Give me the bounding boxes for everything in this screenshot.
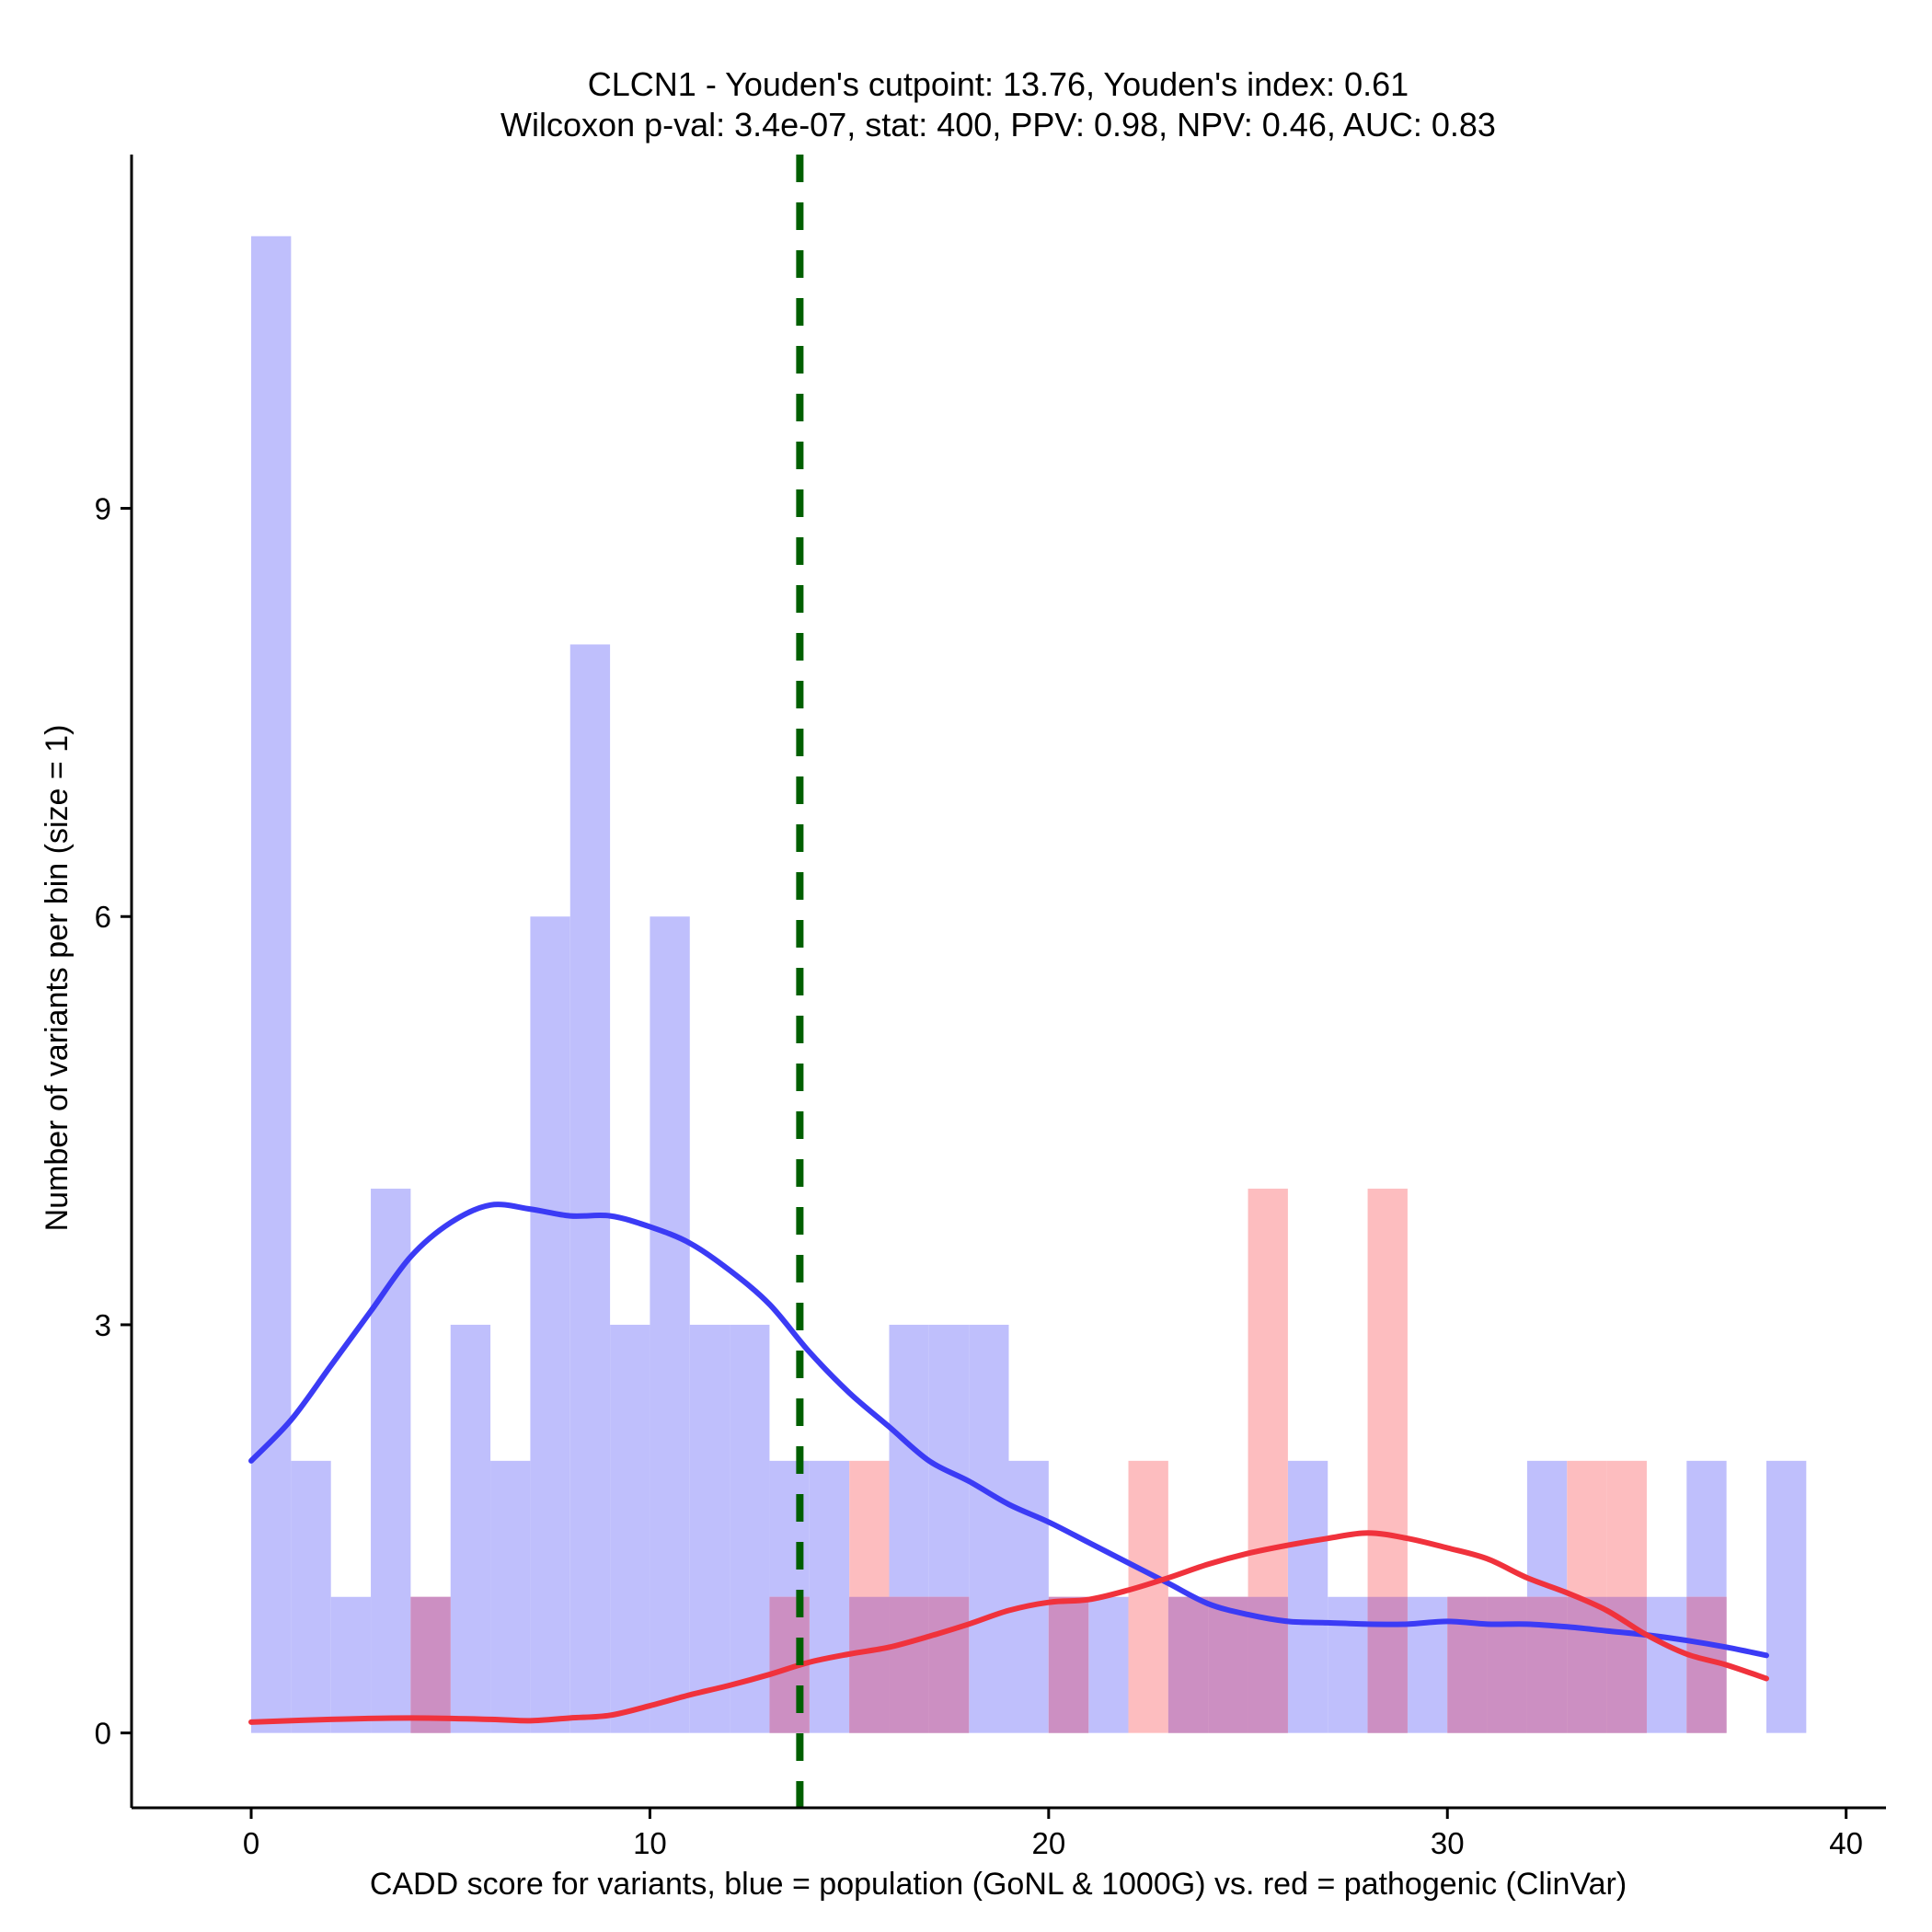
population-bar — [730, 1324, 770, 1733]
x-axis-ticks: 0 10 20 30 40 — [243, 1808, 1863, 1860]
overlap-bars — [410, 1596, 1727, 1733]
x-tick-label: 10 — [633, 1826, 667, 1860]
population-bar — [490, 1460, 531, 1733]
overlap-bar — [1487, 1596, 1527, 1733]
x-tick-label: 20 — [1031, 1826, 1065, 1860]
x-tick-label: 30 — [1431, 1826, 1465, 1860]
population-bar — [610, 1324, 650, 1733]
density-curves — [248, 1202, 1769, 1725]
x-tick-label: 40 — [1829, 1826, 1863, 1860]
axes: 0 10 20 30 40 0 3 6 9 — [95, 155, 1886, 1860]
overlap-bar — [849, 1596, 890, 1733]
pathogenic-density-line — [248, 1530, 1769, 1725]
population-bar — [1407, 1596, 1448, 1733]
population-bar — [251, 236, 292, 1733]
y-tick-label: 6 — [95, 900, 111, 934]
overlap-bar — [889, 1596, 929, 1733]
overlap-bar — [1567, 1596, 1607, 1733]
population-bar — [330, 1596, 372, 1733]
population-bar — [530, 916, 570, 1733]
overlap-bar — [1208, 1596, 1248, 1733]
population-bar — [371, 1189, 411, 1733]
population-bar — [1287, 1460, 1328, 1733]
y-axis-title: Number of variants per bin (size = 1) — [40, 725, 75, 1232]
overlap-bar — [1167, 1596, 1209, 1733]
chart-title-line-2: Wilcoxon p-val: 3.4e-07, stat: 400, PPV:… — [500, 106, 1496, 144]
overlap-bar — [1606, 1596, 1647, 1733]
population-bar — [1646, 1596, 1687, 1733]
overlap-bar — [928, 1596, 970, 1733]
population-bar — [450, 1324, 491, 1733]
population-bar — [1765, 1460, 1807, 1733]
y-tick-label: 3 — [95, 1308, 111, 1342]
population-bar — [1008, 1460, 1049, 1733]
overlap-bar — [1447, 1596, 1488, 1733]
x-axis-title: CADD score for variants, blue = populati… — [370, 1867, 1627, 1902]
pathogenic-bar — [1128, 1460, 1168, 1733]
population-bar — [809, 1460, 850, 1733]
y-tick-label: 0 — [95, 1717, 111, 1751]
population-density-line — [248, 1202, 1769, 1659]
population-bar — [689, 1324, 730, 1733]
population-bar — [1328, 1596, 1368, 1733]
chart-title-line-1: CLCN1 - Youden's cutpoint: 13.76, Youden… — [588, 65, 1409, 103]
population-bar — [569, 644, 611, 1733]
x-tick-label: 0 — [243, 1826, 259, 1860]
overlap-bar — [1526, 1596, 1568, 1733]
population-bar — [1088, 1596, 1129, 1733]
y-tick-label: 9 — [95, 492, 111, 526]
overlap-bar — [410, 1596, 451, 1733]
population-bar — [291, 1460, 331, 1733]
y-axis-ticks: 0 3 6 9 — [95, 492, 132, 1751]
overlap-bar — [1367, 1596, 1408, 1733]
population-bar — [969, 1324, 1009, 1733]
population-bar — [650, 916, 690, 1733]
overlap-bar — [1048, 1596, 1089, 1733]
